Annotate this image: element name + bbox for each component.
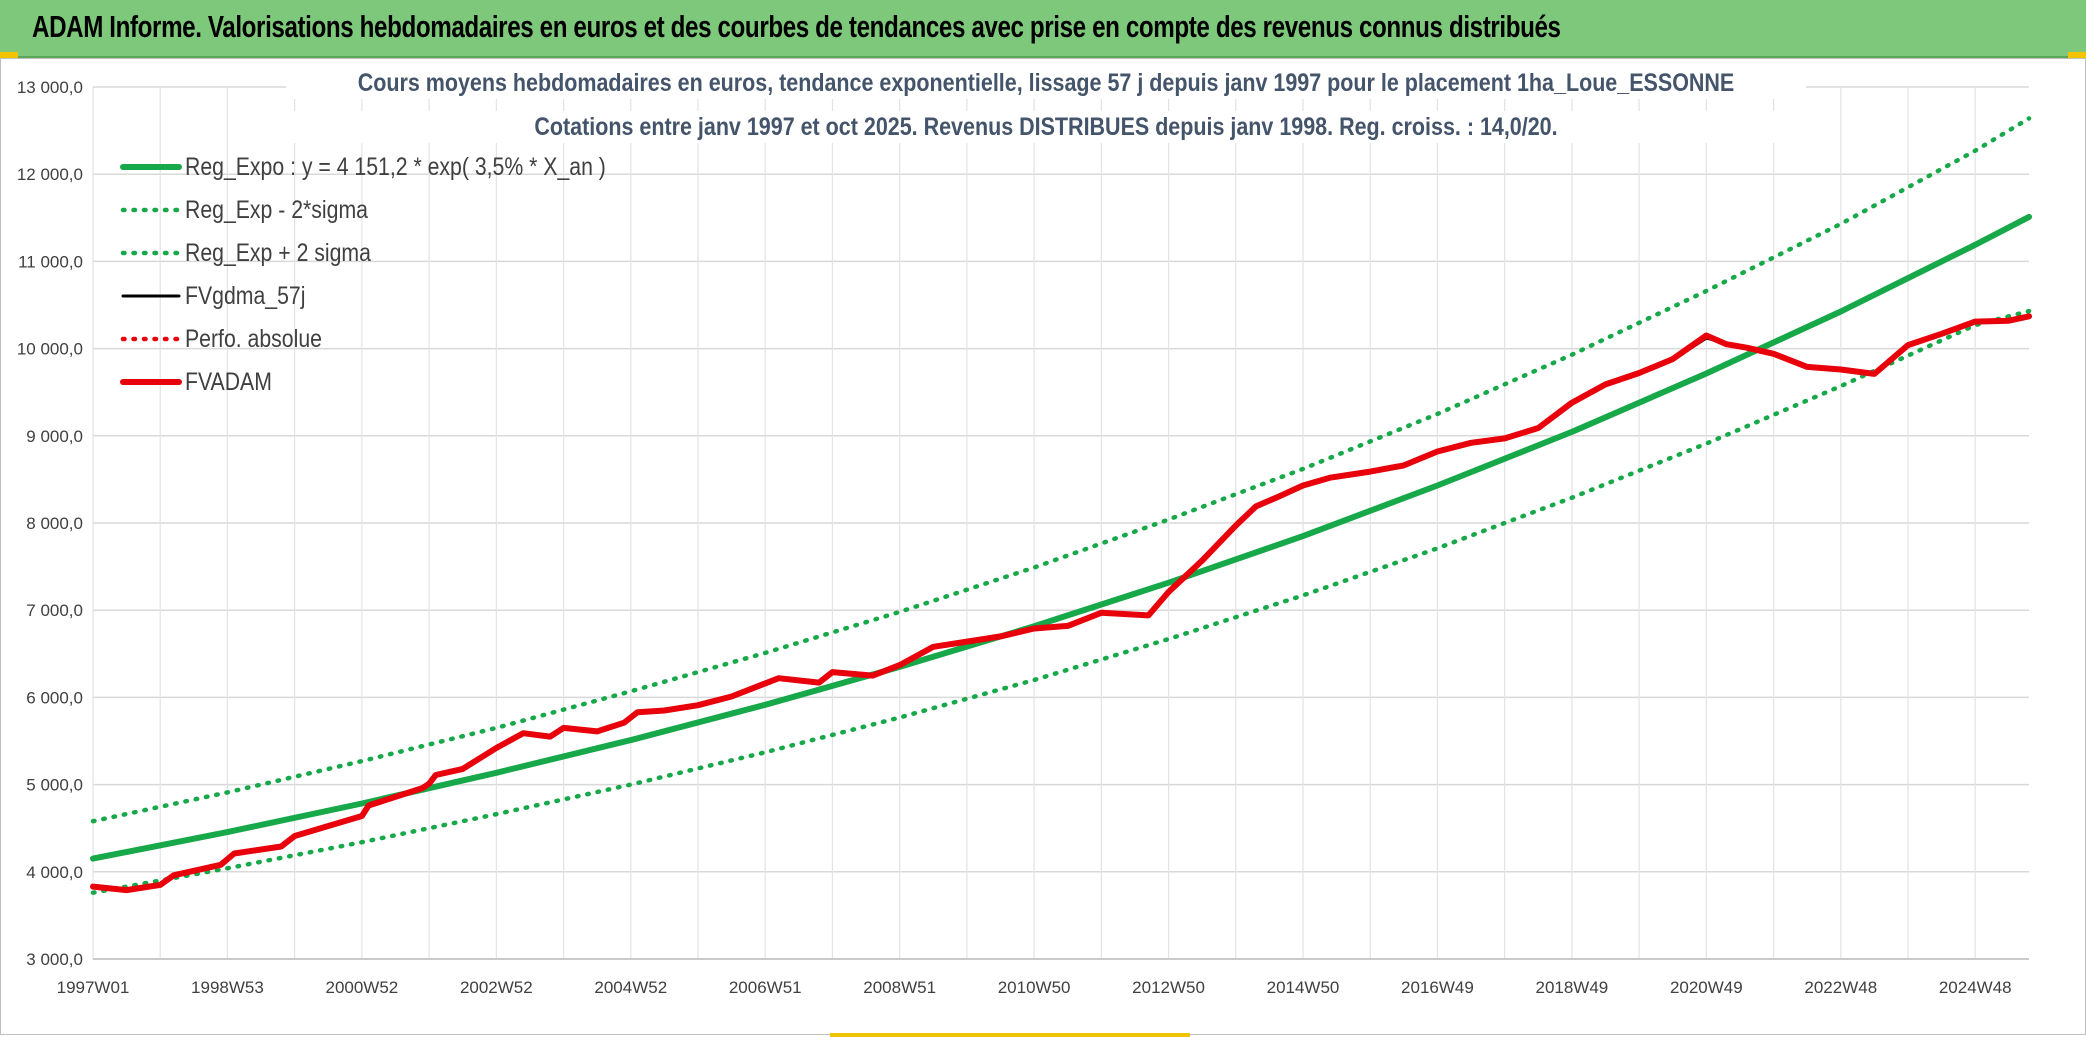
x-tick-label: 2010W50 (998, 978, 1071, 997)
corner-accent-left (0, 52, 18, 58)
y-tick-label: 10 000,0 (17, 340, 83, 359)
x-tick-label: 2016W49 (1401, 978, 1474, 997)
y-tick-label: 11 000,0 (18, 252, 83, 271)
legend-label-3: FVgdma_57j (185, 281, 305, 309)
x-tick-label: 2012W50 (1132, 978, 1205, 997)
x-tick-label: 2008W51 (863, 978, 936, 997)
y-tick-label: 8 000,0 (26, 514, 83, 533)
x-tick-label: 1997W01 (57, 978, 130, 997)
series-line-1 (90, 308, 2032, 895)
y-tick-label: 9 000,0 (26, 427, 83, 446)
x-tick-label: 2014W50 (1267, 978, 1340, 997)
series-line-5 (90, 313, 2032, 894)
report-title: ADAM Informe. Valorisations hebdomadaire… (32, 9, 1561, 44)
y-tick-label: 3 000,0 (26, 950, 83, 969)
chart-area: 3 000,0 4 000,0 5 000,0 6 000,0 7 000,0 8 000… (0, 58, 2086, 1035)
title-background (286, 111, 1806, 143)
y-tick-label: 5 000,0 (26, 776, 83, 795)
x-tick-label: 2000W52 (325, 978, 398, 997)
x-tick-label: 2024W48 (1939, 978, 2012, 997)
x-tick-label: 2004W52 (594, 978, 667, 997)
x-tick-label: 2002W52 (460, 978, 533, 997)
chart-title-line1: Cours moyens hebdomadaires en euros, ten… (358, 68, 1735, 96)
y-tick-label: 12 000,0 (17, 165, 83, 184)
chart-title-line2: Cotations entre janv 1997 et oct 2025. R… (534, 112, 1557, 140)
x-tick-label: 1998W53 (191, 978, 264, 997)
legend-label-2: Reg_Exp + 2 sigma (185, 238, 371, 266)
series-line-2 (90, 116, 2032, 824)
series-line-4 (90, 314, 2032, 893)
y-tick-label: 7 000,0 (26, 601, 83, 620)
title-background (286, 67, 1806, 99)
report-banner: ADAM Informe. Valorisations hebdomadaire… (0, 0, 2086, 58)
x-tick-label: 2018W49 (1535, 978, 1608, 997)
y-tick-label: 4 000,0 (26, 863, 83, 882)
y-tick-label: 13 000,0 (17, 78, 83, 97)
legend-label-0: Reg_Expo : y = 4 151,2 * exp( 3,5% * X_a… (185, 152, 606, 180)
x-tick-label: 2006W51 (729, 978, 802, 997)
y-tick-label: 6 000,0 (26, 688, 83, 707)
bottom-accent (830, 1033, 1190, 1037)
legend-label-4: Perfo. absolue (185, 324, 322, 352)
x-tick-label: 2022W48 (1804, 978, 1877, 997)
legend-label-1: Reg_Exp - 2*sigma (185, 195, 368, 223)
x-tick-label: 2020W49 (1670, 978, 1743, 997)
series-line-0 (90, 213, 2032, 862)
line-chart: 3 000,0 4 000,0 5 000,0 6 000,0 7 000,0 8 000… (17, 67, 2032, 997)
legend-label-5: FVADAM (185, 367, 272, 395)
corner-accent-right (2068, 52, 2086, 58)
